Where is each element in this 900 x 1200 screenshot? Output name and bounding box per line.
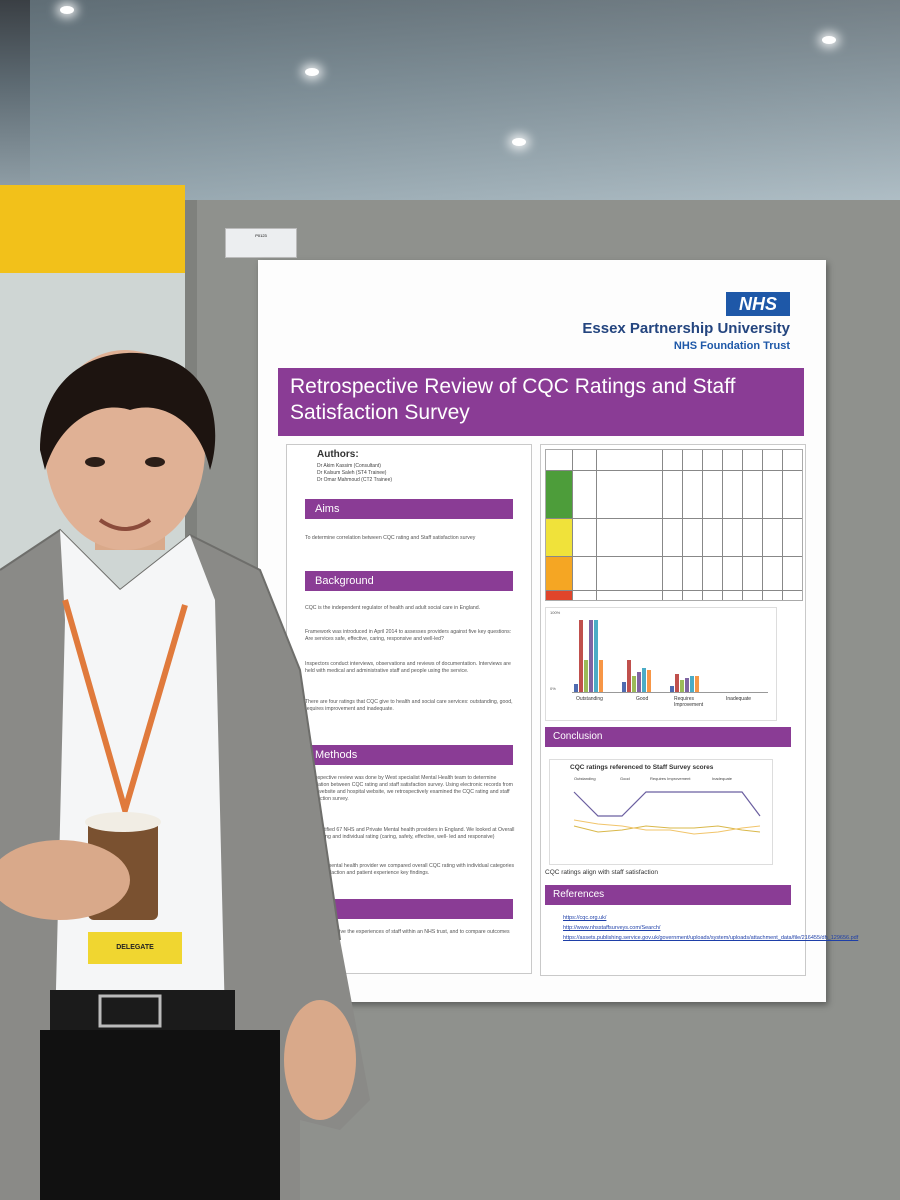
aims-text: To determine correlation between CQC rat… [305,535,476,541]
requires-improvement-band [546,556,572,590]
ceiling-light [822,36,836,44]
glass-balcony [30,0,900,200]
bar-category-4: Inadequate [726,696,752,702]
bar-category-1: Outstanding [576,696,603,702]
bar [599,660,603,692]
conclusion-heading: Conclusion [545,727,791,747]
bar [627,660,631,692]
board-number-text: P0123 [255,233,267,238]
results-heading [305,899,513,919]
bar [695,676,699,692]
line-chart: CQC ratings referenced to Staff Survey s… [549,759,773,865]
legend-outstanding: Outstanding [574,776,596,781]
ceiling-light [305,68,319,76]
board-number-label: P0123 [225,228,297,258]
table-col-line [572,450,573,600]
line-chart-plot [573,791,761,835]
bar [690,676,694,692]
bar [642,668,646,692]
table-col-line [762,450,763,600]
nhs-logo: NHS [726,292,790,316]
belt-buckle [98,994,162,1028]
table-col-line [742,450,743,600]
ceiling-light [60,6,74,14]
right-column: 100% 0% Outstanding Good Requires Improv… [540,444,859,976]
bar-category-3: Requires Improvement [674,696,704,708]
author-1: Dr Akim Kassim (Consultant) [317,463,381,469]
right-hand [284,1000,356,1120]
left-hand [0,840,130,920]
author-2: Dr Kalsum Saleh (ST4 Trainee) [317,470,387,476]
bar [632,676,636,692]
table-col-line [782,450,783,600]
methods-item-1: Retrospective review was done by West sp… [305,775,513,802]
bar [584,660,588,692]
cup-lid [85,812,161,832]
author-3: Dr Omar Mahmoud (CT2 Trainee) [317,477,393,483]
research-poster: NHS Essex Partnership University NHS Fou… [258,260,859,1002]
table-row-line [546,590,802,591]
bar [622,682,626,692]
line-chart-title: CQC ratings referenced to Staff Survey s… [570,764,714,771]
conclusion-text: CQC ratings align with staff satisfactio… [545,869,658,876]
bar [637,672,641,692]
table-row-line [546,470,802,471]
methods-heading: Methods [305,745,513,765]
bar [685,677,689,692]
legend-good: Good [620,776,630,781]
bar-category-2: Good [636,696,649,702]
bar-axis-top: 100% [550,610,561,615]
bar [675,674,679,692]
aims-heading: Aims [305,499,513,519]
presenter-person [0,350,370,1200]
bar [589,620,593,692]
background-heading: Background [305,571,513,591]
hair [40,352,216,470]
ceiling-light [512,138,526,146]
requires-improvement-line [573,819,761,835]
table-row-line [546,518,802,519]
bar [670,685,674,692]
methods-item-3: For each mental health provider we compa… [305,863,515,876]
background-item-3: Inspectors conduct interviews, observati… [305,661,511,674]
good-band [546,518,572,556]
organization-subtitle: NHS Foundation Trust [673,340,790,352]
bar [680,680,684,692]
bar-axis-bottom: 0% [550,686,556,691]
results-table [545,449,803,601]
reference-link-3[interactable]: https://assets.publishing.service.gov.uk… [563,935,859,941]
lanyard [62,599,188,821]
inadequate-band [546,590,572,600]
reference-link-1[interactable]: https://cqc.org.uk/ [563,915,607,921]
table-col-line [596,450,597,600]
bar [579,620,583,692]
methods-item-2: We identified 67 NHS and Private Mental … [305,827,515,840]
delegate-badge: DELEGATE [88,932,182,964]
bar-plot-area [572,612,768,693]
outstanding-line [573,791,761,817]
table-col-line [662,450,663,600]
table-row-line [546,556,802,557]
legend-inadequate: Inadequate [712,776,733,781]
background-item-1: CQC is the independent regulator of heal… [305,605,481,611]
references-heading: References [545,885,791,905]
outstanding-band [546,470,572,518]
table-col-line [722,450,723,600]
bar [574,684,578,692]
good-line [573,825,761,833]
reference-link-2[interactable]: http://www.nhsstaffsurveys.com/Search/ [563,925,661,931]
table-col-line [702,450,703,600]
yellow-wall-band [0,185,185,273]
bar [594,620,598,692]
trousers [40,1030,280,1200]
poster-title: Retrospective Review of CQC Ratings and … [278,368,804,436]
background-item-4: There are four ratings that CQC give to … [305,699,513,712]
authors-heading: Authors: [317,449,359,460]
bar-chart: 100% 0% Outstanding Good Requires Improv… [545,607,777,721]
organization-name: Essex Partnership University [582,320,790,337]
table-col-line [682,450,683,600]
legend-requires-improvement: Requires Improvement [650,776,691,781]
background-item-2: Framework was introduced in April 2014 t… [305,629,512,642]
bar [647,669,651,692]
